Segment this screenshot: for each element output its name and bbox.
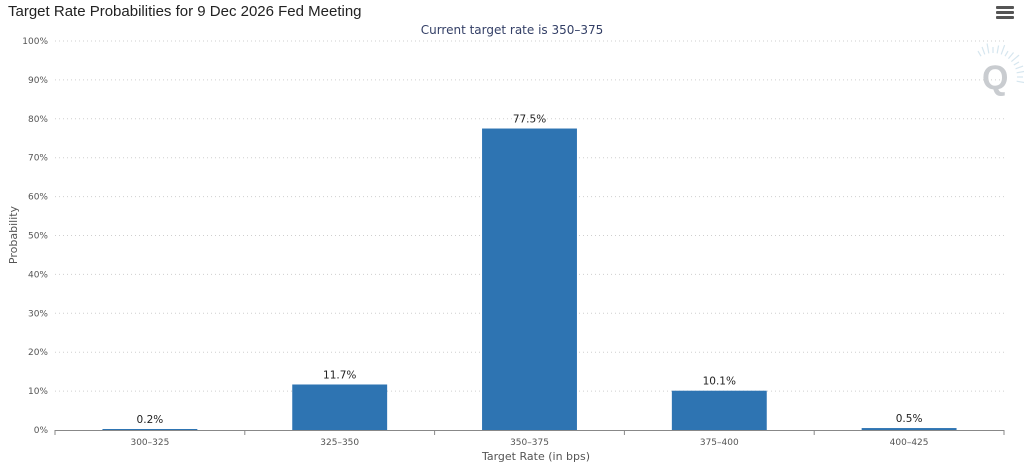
- y-tick-label: 90%: [28, 76, 48, 86]
- watermark-ray: [1007, 52, 1015, 60]
- bar[interactable]: [861, 428, 957, 430]
- data-label: 10.1%: [703, 376, 736, 388]
- x-axis-title: Target Rate (in bps): [481, 450, 590, 463]
- x-tick-label: 350–375: [510, 438, 549, 448]
- watermark-ray: [1000, 44, 1006, 55]
- y-tick-label: 20%: [28, 348, 48, 358]
- x-tick-label: 375–400: [700, 438, 739, 448]
- data-label: 11.7%: [323, 369, 356, 381]
- chart-title: Target Rate Probabilities for 9 Dec 2026…: [8, 3, 362, 20]
- watermark-ray: [986, 43, 990, 54]
- data-label: 77.5%: [513, 114, 546, 126]
- watermark-ray: [1013, 61, 1020, 66]
- y-tick-label: 10%: [28, 387, 48, 397]
- y-axis-ticks: 0% 10% 20% 30% 40% 50% 60% 70% 80% 90% 100%: [22, 37, 48, 436]
- bar[interactable]: [292, 384, 388, 430]
- x-tick-label: 400–425: [890, 438, 929, 448]
- menu-line: [996, 16, 1014, 19]
- watermark-ray: [981, 46, 986, 55]
- y-tick-label: 0%: [34, 426, 49, 436]
- watermark-ray: [1016, 80, 1024, 84]
- watermark-rays: [977, 43, 1024, 84]
- quikstrike-watermark-logo: Q: [977, 43, 1024, 97]
- x-axis: 300–325 325–350 350–375 375–400 400–425: [54, 430, 1005, 448]
- watermark-ray: [1010, 54, 1020, 63]
- bar[interactable]: [671, 390, 767, 430]
- y-tick-label: 50%: [28, 232, 48, 242]
- watermark-ray: [1016, 70, 1024, 74]
- watermark-letter: Q: [982, 59, 1008, 97]
- bar[interactable]: [102, 429, 198, 430]
- data-labels: 0.2% 11.7% 77.5% 10.1% 0.5%: [137, 114, 923, 426]
- watermark-ray: [1004, 50, 1009, 57]
- y-axis-title: Probability: [7, 205, 20, 264]
- x-tick-label: 325–350: [320, 438, 359, 448]
- menu-line: [996, 11, 1014, 14]
- y-tick-label: 30%: [28, 309, 48, 319]
- watermark-ray: [977, 50, 982, 57]
- x-tick-label: 300–325: [130, 438, 169, 448]
- menu-line: [996, 6, 1014, 9]
- bars: [102, 128, 957, 430]
- watermark-ray: [1015, 65, 1024, 70]
- y-tick-label: 40%: [28, 270, 48, 280]
- data-label: 0.2%: [137, 414, 164, 426]
- watermark-ray: [996, 45, 1000, 54]
- hamburger-menu-icon[interactable]: [996, 6, 1014, 22]
- y-tick-label: 100%: [22, 37, 48, 47]
- chart-subtitle: Current target rate is 350–375: [420, 23, 604, 37]
- y-tick-label: 60%: [28, 193, 48, 203]
- data-label: 0.5%: [896, 413, 923, 425]
- y-tick-label: 80%: [28, 115, 48, 125]
- bar[interactable]: [482, 128, 577, 430]
- y-tick-label: 70%: [28, 154, 48, 164]
